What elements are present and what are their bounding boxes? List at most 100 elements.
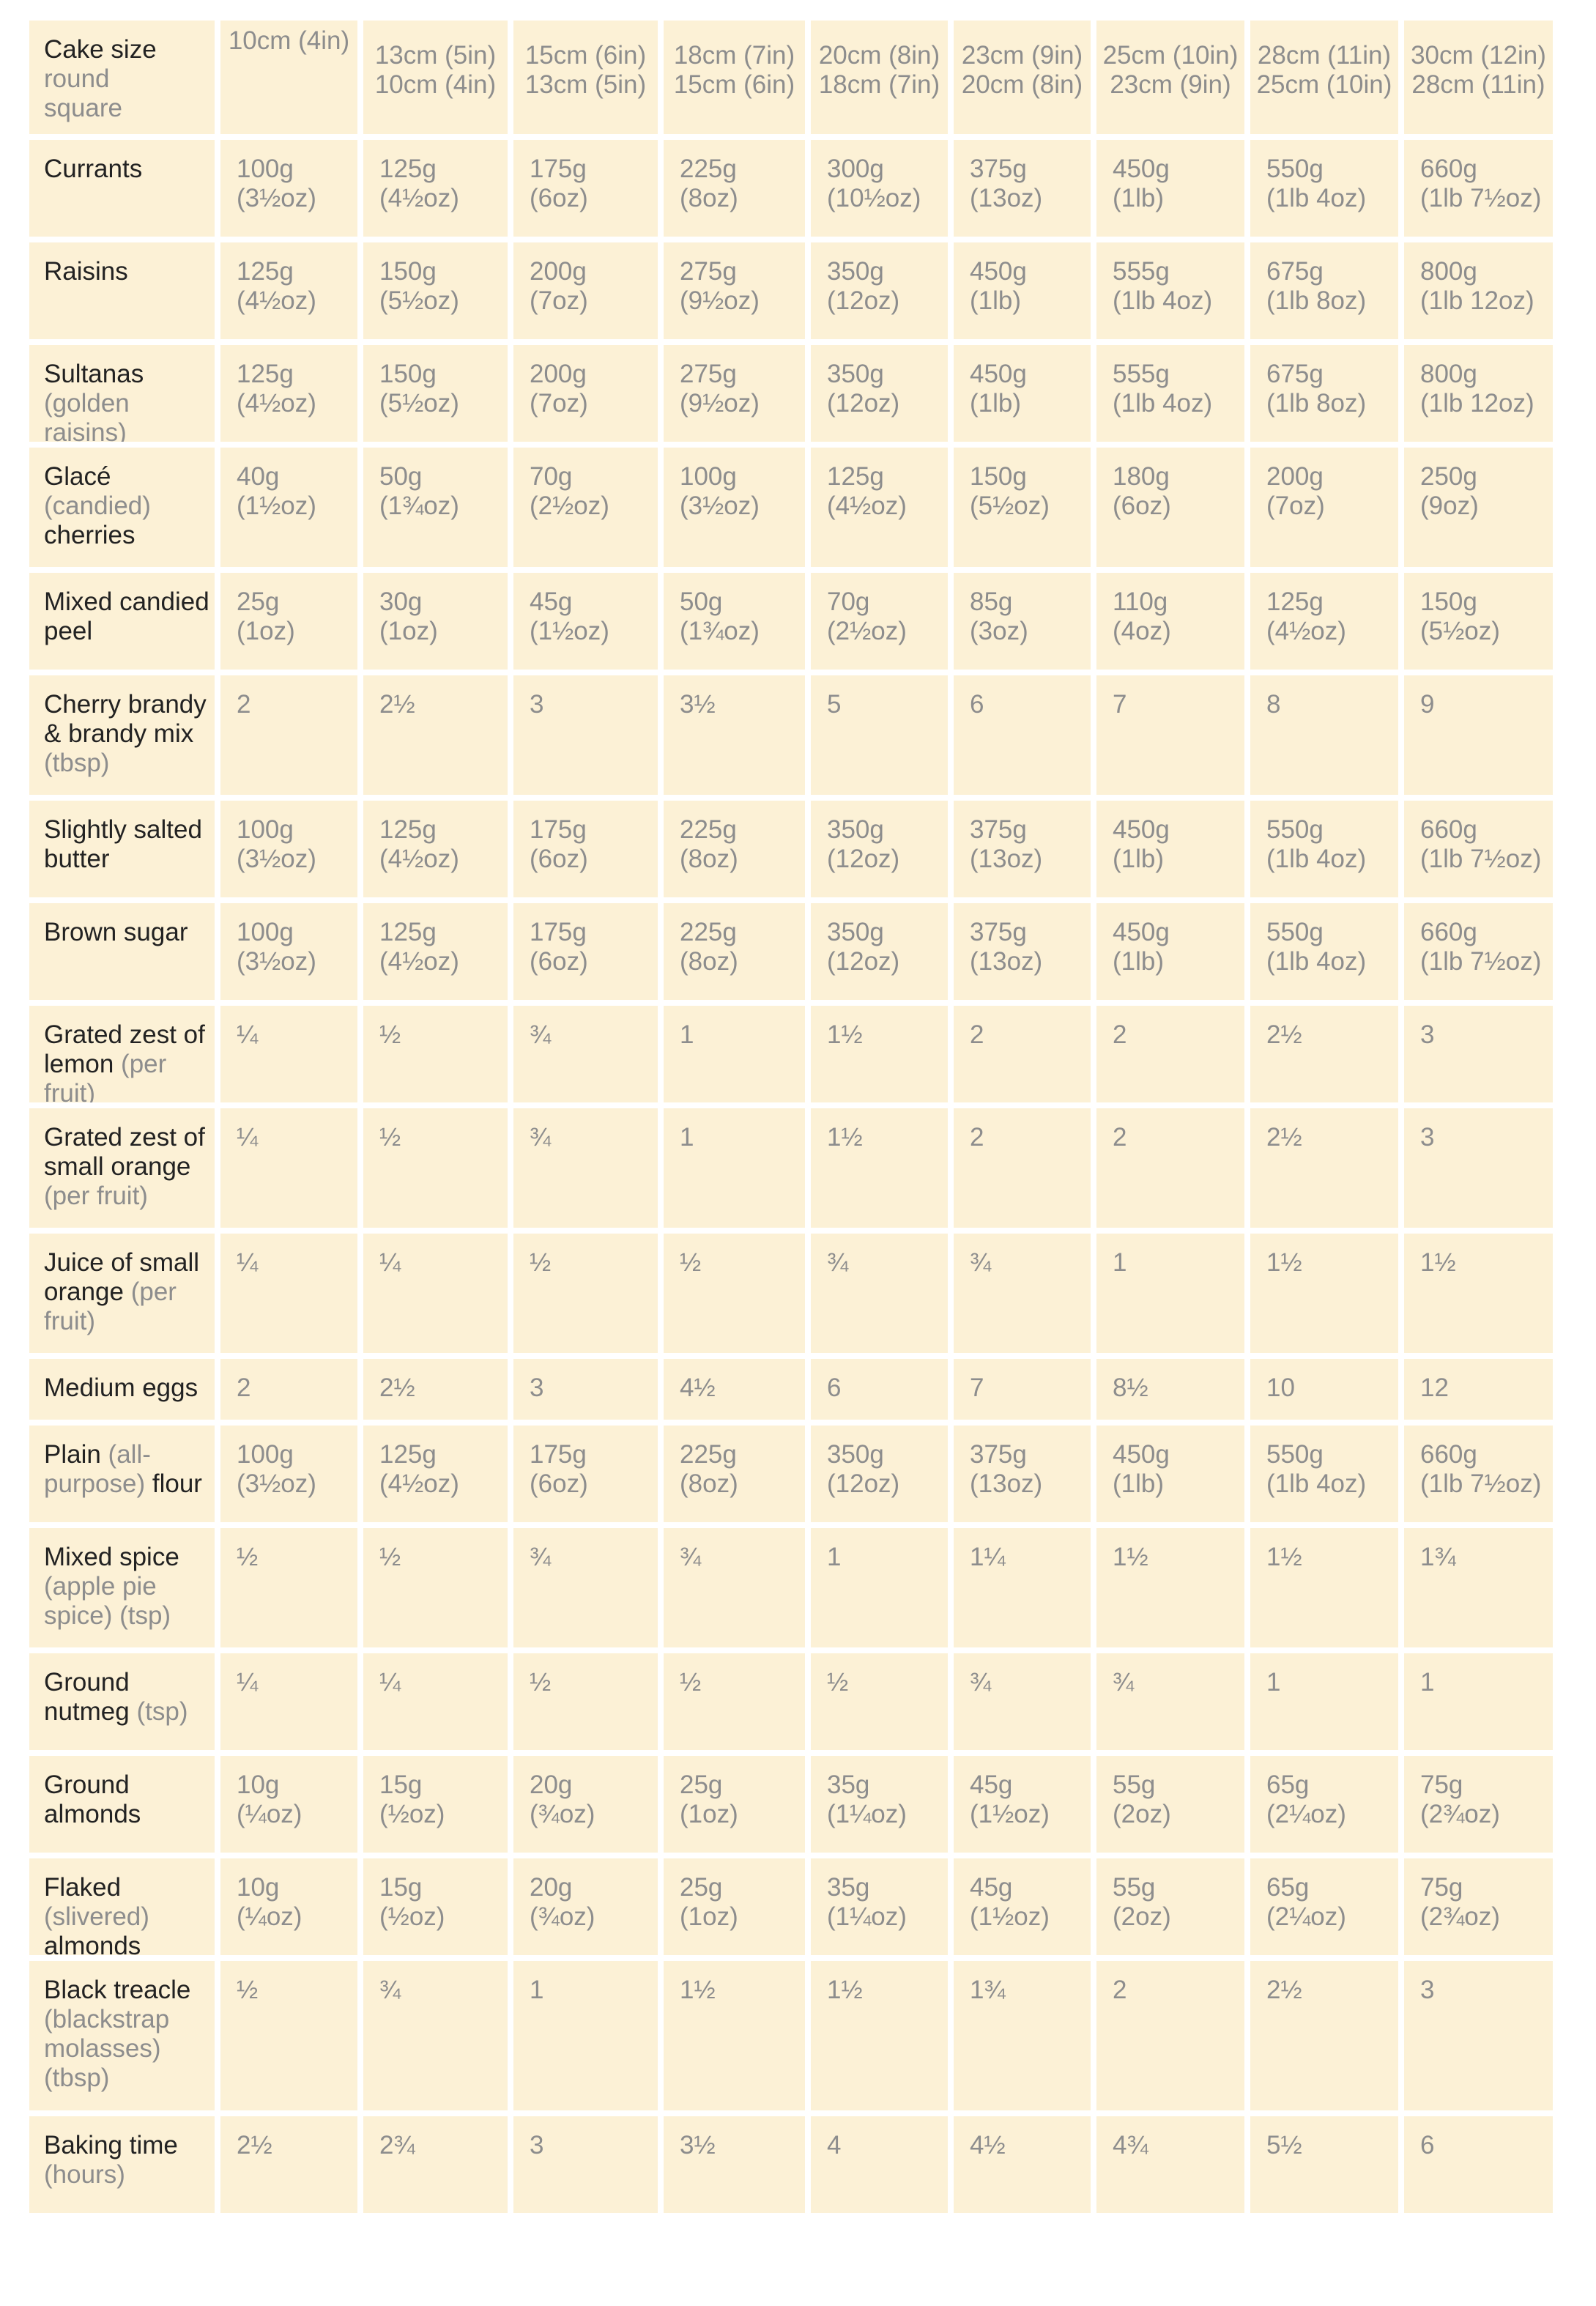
quantity-metric: 100g bbox=[237, 918, 294, 946]
quantity-cell: 20g (¾oz) bbox=[513, 1858, 658, 1955]
ingredient-name: orange bbox=[44, 1278, 124, 1306]
quantity-cell: ¼ bbox=[220, 1108, 357, 1228]
quantity-cell: 225g (8oz) bbox=[664, 903, 805, 1000]
quantity-cell: 200g (7oz) bbox=[1250, 448, 1398, 567]
quantity-cell: 65g (2¼oz) bbox=[1250, 1756, 1398, 1853]
quantity-metric: 85g bbox=[970, 587, 1013, 616]
quantity-cell: 100g (3½oz) bbox=[220, 140, 357, 237]
quantity-imperial: (1½oz) bbox=[970, 1902, 1050, 1931]
quantity-imperial: (4oz) bbox=[1113, 617, 1171, 645]
ingredient-name: cherries bbox=[44, 521, 136, 549]
quantity-imperial: (1oz) bbox=[379, 617, 438, 645]
quantity-cell: ¾ bbox=[513, 1006, 658, 1102]
quantity-metric: 8 bbox=[1266, 690, 1281, 719]
quantity-metric: 2 bbox=[970, 1123, 984, 1152]
quantity-imperial: (9½oz) bbox=[680, 286, 760, 315]
quantity-metric: 675g bbox=[1266, 257, 1324, 286]
quantity-metric: 225g bbox=[680, 918, 737, 946]
ingredient-name: Brown sugar bbox=[44, 918, 188, 946]
quantity-metric: 10 bbox=[1266, 1373, 1295, 1402]
ingredient-name: Juice of small bbox=[44, 1248, 200, 1277]
quantity-metric: 200g bbox=[530, 360, 587, 388]
quantity-metric: 350g bbox=[827, 1440, 884, 1469]
quantity-imperial: (2½oz) bbox=[530, 492, 609, 520]
ingredient-label: Flaked (slivered) almonds bbox=[29, 1858, 215, 1955]
quantity-imperial: (1lb) bbox=[1113, 184, 1165, 212]
quantity-imperial: (2oz) bbox=[1113, 1800, 1171, 1828]
quantity-imperial: (4½oz) bbox=[379, 184, 459, 212]
quantity-imperial: (13oz) bbox=[970, 184, 1043, 212]
quantity-metric: 15g bbox=[379, 1771, 423, 1799]
quantity-metric: 2½ bbox=[379, 690, 415, 719]
size-column-header: 15cm (6in) 13cm (5in) bbox=[513, 21, 658, 134]
quantity-metric: 125g bbox=[237, 257, 294, 286]
quantity-cell: 7 bbox=[1096, 675, 1244, 795]
quantity-cell: 2½ bbox=[363, 1359, 508, 1420]
quantity-metric: 300g bbox=[827, 155, 884, 183]
quantity-cell: 800g (1lb 12oz) bbox=[1404, 242, 1553, 339]
quantity-metric: 2¾ bbox=[379, 2131, 415, 2159]
quantity-metric: 65g bbox=[1266, 1873, 1310, 1902]
quantity-metric: 3½ bbox=[680, 690, 716, 719]
quantity-imperial: (¾oz) bbox=[530, 1902, 595, 1931]
quantity-cell: 225g (8oz) bbox=[664, 1426, 805, 1522]
quantity-metric: 75g bbox=[1420, 1873, 1463, 1902]
quantity-metric: 2 bbox=[1113, 1123, 1127, 1152]
quantity-metric: ½ bbox=[680, 1248, 702, 1277]
ingredient-name: Ground bbox=[44, 1668, 130, 1697]
quantity-metric: 1 bbox=[530, 1976, 544, 2004]
ingredient-label: Cherry brandy & brandy mix (tbsp) bbox=[29, 675, 215, 795]
quantity-imperial: (1lb 4oz) bbox=[1113, 286, 1213, 315]
quantity-cell: 2½ bbox=[363, 675, 508, 795]
quantity-cell: 7 bbox=[954, 1359, 1091, 1420]
ingredient-note: (all- bbox=[100, 1440, 151, 1469]
quantity-metric: 6 bbox=[970, 690, 984, 719]
quantity-metric: 2 bbox=[1113, 1020, 1127, 1049]
quantity-cell: 1½ bbox=[1250, 1234, 1398, 1353]
quantity-cell: 100g (3½oz) bbox=[220, 801, 357, 897]
quantity-metric: 6 bbox=[1420, 2131, 1435, 2159]
quantity-metric: 175g bbox=[530, 155, 587, 183]
quantity-metric: 175g bbox=[530, 1440, 587, 1469]
quantity-cell: 350g (12oz) bbox=[811, 345, 948, 442]
ingredient-label: Plain (all-purpose) flour bbox=[29, 1426, 215, 1522]
quantity-metric: 450g bbox=[970, 360, 1027, 388]
quantity-cell: 150g (5½oz) bbox=[363, 242, 508, 339]
quantity-cell: 45g (1½oz) bbox=[954, 1756, 1091, 1853]
ingredient-name: Raisins bbox=[44, 257, 128, 286]
ingredient-label: Juice of small orange (per fruit) bbox=[29, 1234, 215, 1353]
quantity-cell: 3 bbox=[1404, 1961, 1553, 2110]
size-column-header: 25cm (10in) 23cm (9in) bbox=[1096, 21, 1244, 134]
quantity-imperial: (1lb) bbox=[1113, 1469, 1165, 1498]
quantity-imperial: (7oz) bbox=[1266, 492, 1325, 520]
quantity-imperial: (6oz) bbox=[1113, 492, 1171, 520]
quantity-cell: 110g (4oz) bbox=[1096, 573, 1244, 670]
quantity-cell: 550g (1lb 4oz) bbox=[1250, 903, 1398, 1000]
ingredient-name: Black treacle bbox=[44, 1976, 191, 2004]
ingredient-name: peel bbox=[44, 617, 93, 645]
quantity-metric: ½ bbox=[379, 1123, 401, 1152]
ingredient-note: (blackstrap bbox=[44, 2005, 170, 2033]
size-column-header: 20cm (8in) 18cm (7in) bbox=[811, 21, 948, 134]
quantity-cell: 30g (1oz) bbox=[363, 573, 508, 670]
cake-size-title: Cake size bbox=[44, 35, 157, 64]
quantity-metric: 15g bbox=[379, 1873, 423, 1902]
ingredient-note: spice) (tsp) bbox=[44, 1601, 171, 1630]
quantity-metric: ¼ bbox=[379, 1668, 401, 1697]
quantity-metric: ½ bbox=[530, 1668, 552, 1697]
quantity-imperial: (13oz) bbox=[970, 845, 1043, 873]
quantity-cell: 1 bbox=[664, 1108, 805, 1228]
quantity-cell: 1 bbox=[1404, 1653, 1553, 1750]
ingredient-name: Grated zest of bbox=[44, 1123, 205, 1152]
quantity-cell: 25g (1oz) bbox=[220, 573, 357, 670]
quantity-metric: 1½ bbox=[680, 1976, 716, 2004]
quantity-cell: ¾ bbox=[664, 1528, 805, 1647]
quantity-metric: 65g bbox=[1266, 1771, 1310, 1799]
quantity-metric: 55g bbox=[1113, 1771, 1156, 1799]
quantity-cell: 1¾ bbox=[1404, 1528, 1553, 1647]
quantity-cell: 450g (1lb) bbox=[1096, 140, 1244, 237]
quantity-metric: 375g bbox=[970, 1440, 1027, 1469]
quantity-metric: 55g bbox=[1113, 1873, 1156, 1902]
quantity-metric: 555g bbox=[1113, 360, 1170, 388]
quantity-imperial: (4½oz) bbox=[237, 286, 316, 315]
